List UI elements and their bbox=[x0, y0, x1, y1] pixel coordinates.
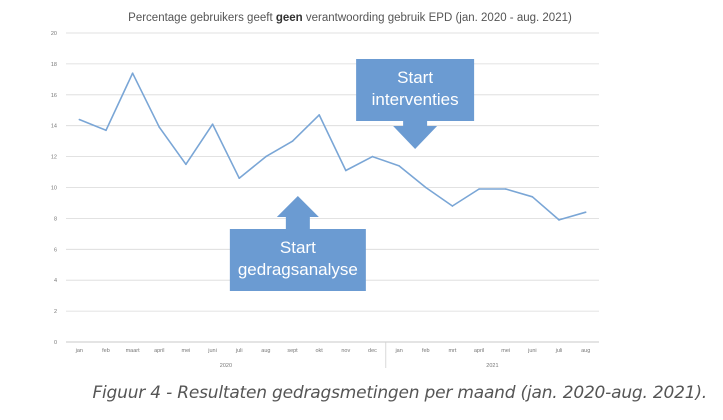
gridlines bbox=[66, 32, 599, 343]
data-point bbox=[265, 155, 267, 158]
x-tick-label: sept bbox=[287, 348, 298, 354]
y-tick-label: 4 bbox=[54, 278, 57, 284]
callout-text-line: gedragsanalyse bbox=[238, 260, 358, 279]
chart-title-emphasis: geen bbox=[276, 12, 303, 24]
y-tick-label: 6 bbox=[54, 247, 57, 253]
data-point bbox=[78, 118, 81, 121]
callout-box bbox=[229, 229, 366, 291]
callout-box bbox=[356, 59, 475, 121]
chart-title-part-3: verantwoording gebruik EPD (jan. 2020 - … bbox=[303, 12, 572, 24]
callout-arrow-up bbox=[276, 196, 319, 229]
data-point bbox=[478, 188, 480, 190]
x-tick-label: feb bbox=[422, 348, 430, 354]
x-tick-label: mei bbox=[181, 348, 190, 354]
data-point bbox=[451, 205, 454, 207]
y-tick-label: 8 bbox=[54, 216, 57, 222]
x-tick-label: nov bbox=[341, 348, 350, 354]
year-labels: 2020 2021 bbox=[220, 342, 499, 369]
x-tick-label: dec bbox=[368, 348, 377, 354]
x-tick-label: mrt bbox=[448, 348, 456, 354]
x-tick-label: aug bbox=[261, 348, 270, 354]
data-point bbox=[158, 126, 161, 129]
callout-arrow-down bbox=[393, 121, 438, 149]
x-tick-label: okt bbox=[316, 348, 324, 354]
x-tick-label: jan bbox=[394, 348, 402, 354]
x-tick-label: aug bbox=[581, 348, 590, 354]
chart-title: Percentage gebruikers geeft geen verantw… bbox=[128, 12, 572, 24]
data-point bbox=[105, 129, 107, 132]
x-tick-label: juni bbox=[527, 348, 537, 354]
data-point bbox=[318, 114, 320, 116]
x-axis-ticks: jan feb maart april mei juni juli aug sept okt nov… bbox=[66, 341, 599, 354]
x-tick-label: april bbox=[154, 348, 164, 354]
x-tick-label: jan bbox=[75, 348, 83, 354]
y-tick-label: 18 bbox=[51, 62, 57, 68]
line-chart: Percentage gebruikers geeft geen verantw… bbox=[51, 12, 599, 369]
data-point bbox=[131, 72, 134, 74]
x-tick-label: juni bbox=[207, 348, 217, 354]
data-point bbox=[371, 155, 374, 158]
data-point bbox=[238, 177, 241, 180]
x-tick-label: juli bbox=[235, 348, 243, 354]
callout-start-gedragsanalyse: Start gedragsanalyse bbox=[229, 196, 366, 291]
y-tick-label: 0 bbox=[54, 340, 57, 346]
callout-text-line: Start bbox=[397, 68, 433, 87]
callout-start-interventies: Start interventies bbox=[356, 59, 475, 149]
data-point bbox=[531, 195, 534, 198]
y-tick-label: 2 bbox=[54, 309, 57, 315]
year-label-2021: 2021 bbox=[486, 363, 498, 369]
data-point bbox=[345, 169, 347, 172]
series bbox=[78, 72, 587, 221]
y-tick-label: 12 bbox=[51, 155, 57, 161]
year-label-2020: 2020 bbox=[220, 363, 232, 369]
y-tick-label: 14 bbox=[51, 124, 57, 130]
x-tick-label: feb bbox=[102, 348, 110, 354]
data-point bbox=[291, 140, 294, 142]
y-tick-label: 16 bbox=[51, 93, 57, 99]
data-point bbox=[558, 219, 560, 221]
figure-caption: Figuur 4 - Resultaten gedragsmetingen pe… bbox=[92, 383, 707, 403]
data-point bbox=[424, 186, 427, 189]
callout-text-line: Start bbox=[280, 238, 316, 257]
data-point bbox=[504, 188, 507, 190]
chart-title-part-1: Percentage gebruikers geeft bbox=[128, 12, 276, 24]
y-tick-label: 20 bbox=[51, 31, 57, 37]
x-tick-label: mei bbox=[501, 348, 510, 354]
x-tick-label: juli bbox=[555, 348, 563, 354]
callout-text-line: interventies bbox=[372, 90, 459, 109]
data-point bbox=[398, 165, 400, 167]
y-axis-ticks: 0 2 4 6 8 10 12 14 16 18 20 bbox=[51, 31, 57, 346]
data-point bbox=[584, 211, 587, 214]
x-tick-label: maart bbox=[126, 348, 141, 354]
y-tick-label: 10 bbox=[51, 186, 57, 192]
series-line bbox=[79, 72, 586, 221]
x-tick-label: april bbox=[474, 348, 484, 354]
callouts: Start gedragsanalyse Start interventies bbox=[229, 59, 475, 291]
data-point bbox=[185, 163, 187, 166]
data-point bbox=[211, 123, 214, 125]
